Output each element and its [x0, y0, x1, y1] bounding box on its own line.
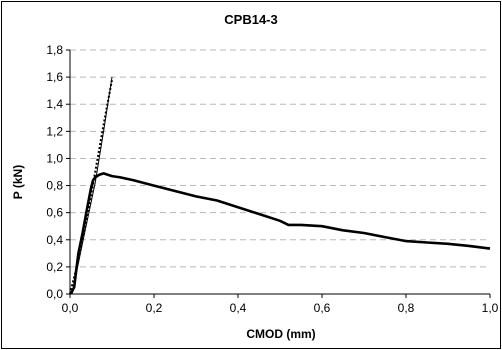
y-tick-label: 1,6: [46, 70, 63, 84]
y-tick-label: 0,2: [46, 260, 63, 274]
y-axis-title: P (kN): [11, 165, 25, 199]
series-layer: [68, 77, 491, 295]
y-tick-label: 1,2: [46, 124, 63, 138]
x-axis-title: CMOD (mm): [246, 327, 315, 341]
series-line-3: [69, 79, 113, 295]
grid-layer: [70, 49, 490, 268]
chart-title: CPB14-3: [224, 12, 277, 27]
x-tick-label: 0,8: [398, 301, 415, 315]
y-tick-label: 1,0: [46, 151, 63, 165]
x-tick-label: 0,6: [314, 301, 331, 315]
series-line-1: [68, 172, 491, 295]
x-tick-label: 1,0: [482, 301, 499, 315]
tick-labels: 0,0 0,2 0,4 0,6 0,8 1,0 1,2 1,4 1,6 1,8 0,0 0,2 0,4 0…: [46, 43, 498, 315]
x-tick-label: 0,4: [230, 301, 247, 315]
y-tick-label: 0,4: [46, 233, 63, 247]
y-tick-label: 0,0: [46, 287, 63, 301]
axis-layer: [66, 49, 491, 298]
y-tick-label: 1,8: [46, 43, 63, 57]
y-tick-label: 0,8: [46, 179, 63, 193]
y-tick-label: 0,6: [46, 206, 63, 220]
y-tick-label: 1,4: [46, 97, 63, 111]
x-tick-label: 0,2: [146, 301, 163, 315]
x-tick-label: 0,0: [62, 301, 79, 315]
